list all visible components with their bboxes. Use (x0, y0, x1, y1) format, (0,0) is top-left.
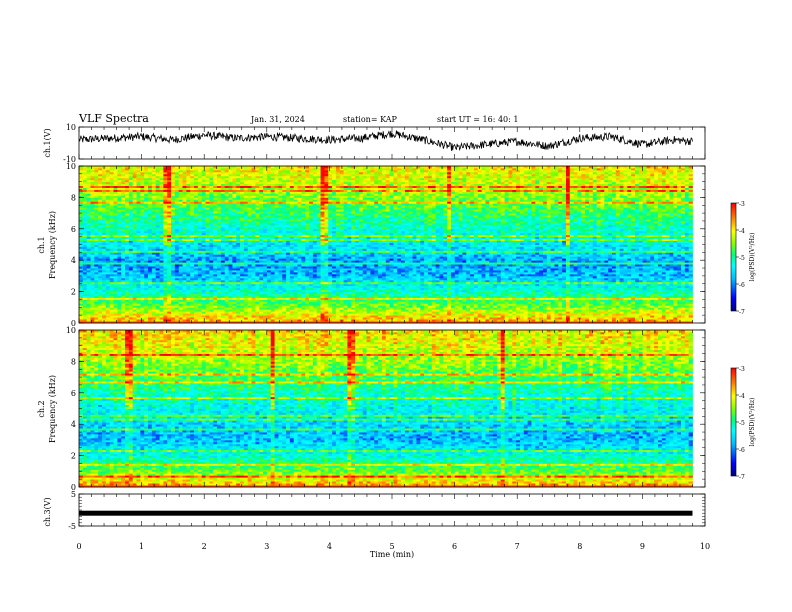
start-time-label: start UT = 16: 40: 1 (437, 115, 518, 124)
vlf-spectra-figure: VLF Spectra Jan. 31, 2024 station= KAP s… (0, 0, 792, 612)
ch1-tick-label: 10 (66, 123, 76, 132)
date-label: Jan. 31, 2024 (250, 115, 305, 124)
spectrogram-image (79, 166, 693, 323)
station-label: station= KAP (343, 115, 398, 124)
ch1-waveform-panel: 10-10 (63, 123, 705, 164)
figure-title: VLF Spectra (78, 112, 149, 125)
ch1-waveform-line (79, 131, 693, 151)
